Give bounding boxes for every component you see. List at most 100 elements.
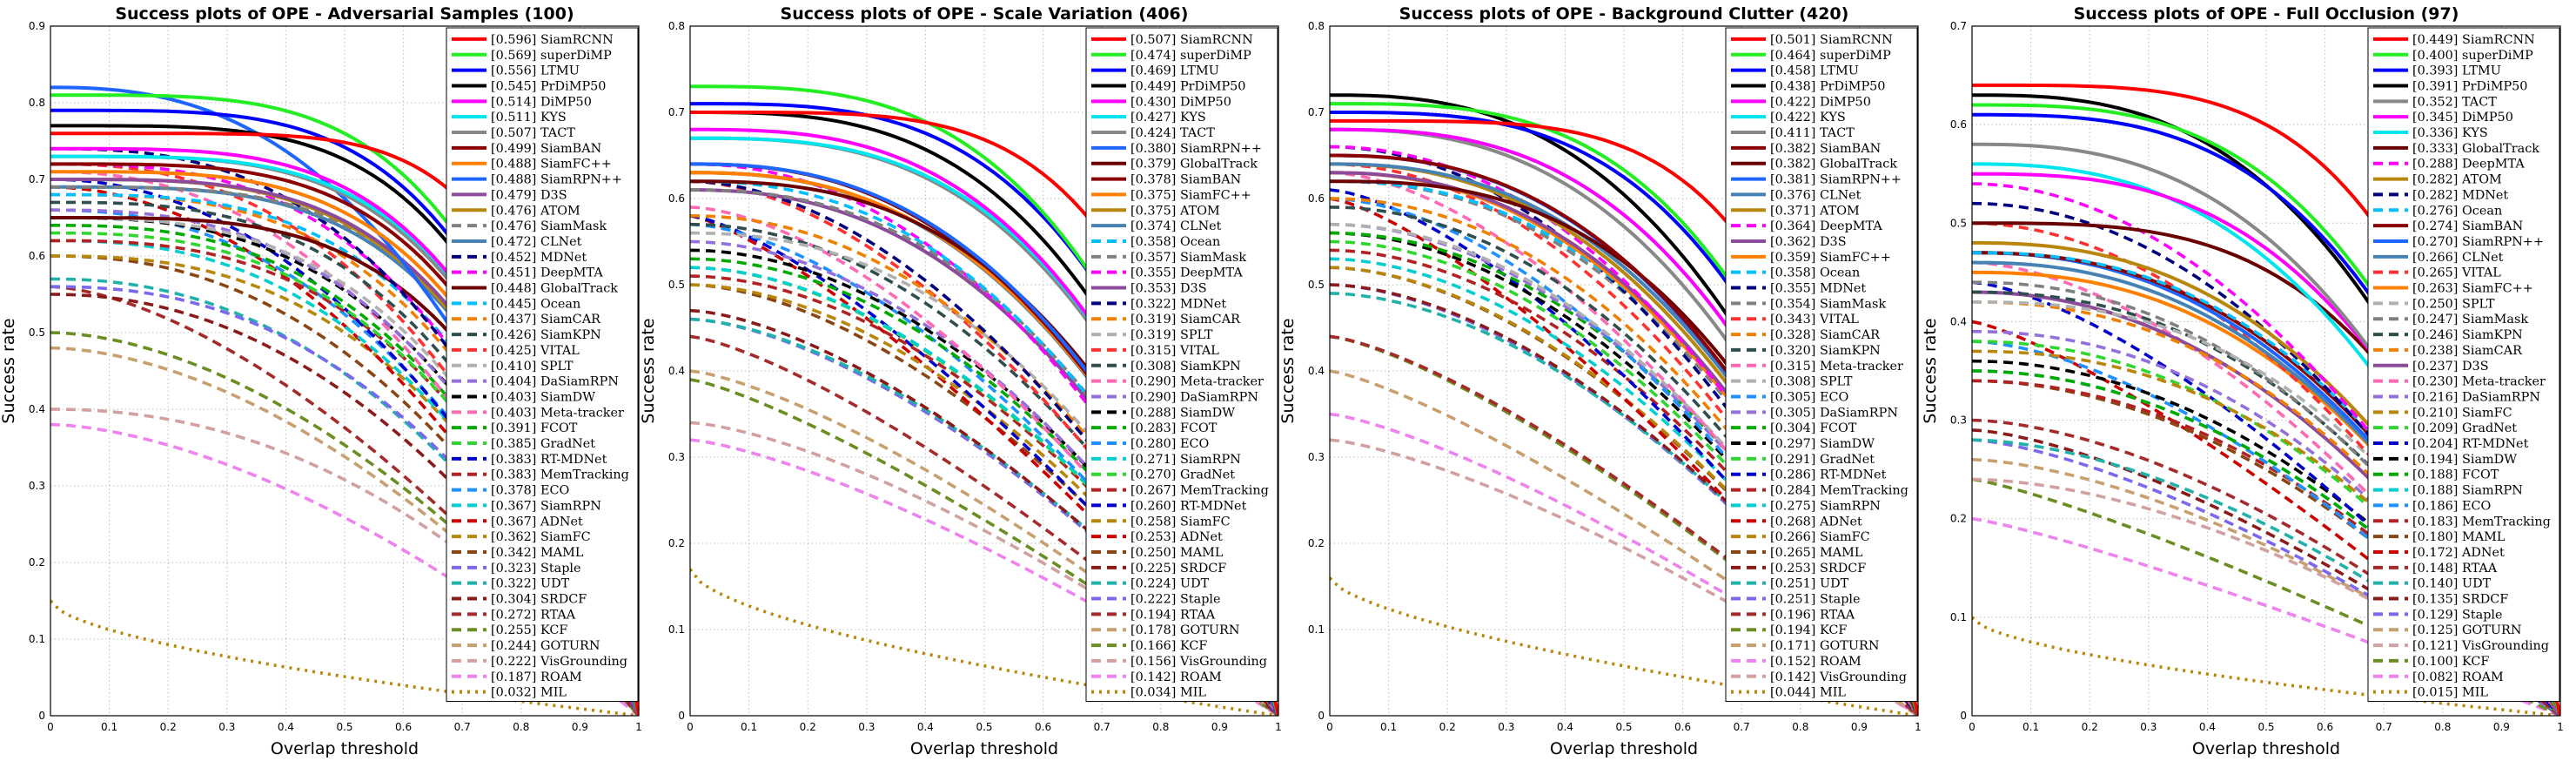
legend-entry: [0.148] RTAA <box>2412 562 2498 576</box>
legend-entry: [0.044] MIL <box>1770 686 1846 700</box>
legend-entry: [0.383] RT-MDNet <box>491 453 607 467</box>
legend-entry: [0.194] KCF <box>1770 623 1847 637</box>
legend-entry: [0.358] Ocean <box>1130 235 1220 249</box>
legend-entry: [0.357] SiamMask <box>1130 251 1246 265</box>
legend-entry: [0.507] TACT <box>491 126 575 140</box>
legend-entry: [0.464] superDiMP <box>1770 49 1891 63</box>
legend-entry: [0.556] LTMU <box>491 64 580 78</box>
legend-entry: [0.403] Meta-tracker <box>491 406 624 420</box>
curve-roam <box>50 422 639 716</box>
x-tick-label: 0 <box>1969 721 1976 733</box>
legend-entry: [0.237] D3S <box>2412 360 2489 374</box>
legend-entry: [0.424] TACT <box>1130 126 1215 140</box>
legend-entry: [0.458] LTMU <box>1770 64 1859 78</box>
legend-entry: [0.253] SRDCF <box>1770 562 1866 576</box>
x-tick-label: 0.4 <box>278 721 294 733</box>
legend-entry: [0.411] TACT <box>1770 126 1855 140</box>
x-tick-label: 0.1 <box>101 721 117 733</box>
x-tick-label: 1 <box>2557 721 2564 733</box>
curve-mil <box>50 599 639 716</box>
legend-entry: [0.265] MAML <box>1770 546 1863 560</box>
legend-entry: [0.514] DiMP50 <box>491 95 592 109</box>
y-tick-label: 0.1 <box>29 633 45 645</box>
curve-goturn <box>690 369 1278 716</box>
y-tick-label: 0.3 <box>668 451 685 463</box>
curve-mdnet <box>690 179 1278 716</box>
legend-entry: [0.180] MAML <box>2412 530 2506 544</box>
plot-frame <box>689 25 1279 717</box>
legend-entry: [0.166] KCF <box>1130 639 1207 653</box>
legend-entry: [0.291] GradNet <box>1770 453 1875 467</box>
legend-entry: [0.268] ADNet <box>1770 515 1862 529</box>
legend-entry: [0.449] SiamRCNN <box>2412 33 2535 47</box>
y-tick-label: 0.3 <box>1308 451 1325 463</box>
legend-entry: [0.422] DiMP50 <box>1770 95 1871 109</box>
legend-box <box>1725 27 1918 703</box>
legend-entry: [0.391] PrDiMP50 <box>2412 79 2527 93</box>
legend-entry: [0.476] ATOM <box>491 204 580 218</box>
x-tick-label: 0.8 <box>1152 721 1169 733</box>
y-tick-label: 0.7 <box>29 173 45 185</box>
legend-entry: [0.225] SRDCF <box>1130 562 1226 576</box>
x-tick-label: 0.3 <box>218 721 235 733</box>
y-tick-label: 0.1 <box>1308 623 1325 636</box>
curve-siamfc <box>690 283 1278 716</box>
x-tick-label: 0.2 <box>800 721 816 733</box>
legend-entry: [0.545] PrDiMP50 <box>491 79 606 93</box>
legend-entry: [0.422] KYS <box>1770 111 1846 125</box>
legend-entry: [0.376] CLNet <box>1770 188 1862 202</box>
legend-entry: [0.476] SiamMask <box>491 219 607 233</box>
legend-entry: [0.322] UDT <box>491 577 570 591</box>
y-tick-label: 0.8 <box>668 20 685 32</box>
curve-fcot <box>690 257 1278 716</box>
curve-deepmta <box>1972 182 2560 716</box>
y-tick-label: 0.1 <box>1950 611 1967 623</box>
legend-entry: [0.230] Meta-tracker <box>2412 375 2546 389</box>
legend-entry: [0.445] Ocean <box>491 297 580 311</box>
legend-entry: [0.380] SiamRPN++ <box>1130 142 1262 156</box>
y-tick-label: 0.4 <box>1950 315 1967 327</box>
legend-entry: [0.342] MAML <box>491 546 584 560</box>
x-tick-label: 0.2 <box>2082 721 2098 733</box>
legend-box <box>1085 27 1278 703</box>
legend: [0.501] SiamRCNN [0.464] superDiMP[0.458]… <box>1725 27 1918 703</box>
legend-entry: [0.352] TACT <box>2412 95 2497 109</box>
x-tick-label: 0.4 <box>2199 721 2216 733</box>
legend-entry: [0.194] RTAA <box>1130 608 1216 622</box>
legend-entry: [0.410] SPLT <box>491 360 574 374</box>
legend-entry: [0.142] VisGrounding <box>1770 670 1907 684</box>
legend-entry: [0.319] SPLT <box>1130 328 1213 342</box>
x-tick-label: 0.1 <box>741 721 757 733</box>
chart-title: Success plots of OPE - Adversarial Sampl… <box>115 4 574 24</box>
x-tick-label: 0.5 <box>1615 721 1632 733</box>
curve-kcf <box>1330 334 1918 716</box>
x-axis-label: Overlap threshold <box>271 739 419 758</box>
legend-entry: [0.152] ROAM <box>1770 655 1862 669</box>
legend-entry: [0.224] UDT <box>1130 577 1210 591</box>
legend-entry: [0.304] SRDCF <box>491 593 587 607</box>
curve-mil <box>690 568 1278 716</box>
x-tick-label: 0.2 <box>160 721 177 733</box>
legend-entry: [0.322] MDNet <box>1130 297 1226 311</box>
legend-box <box>446 27 639 703</box>
y-tick-label: 0 <box>1318 710 1325 722</box>
legend-entry: [0.358] Ocean <box>1770 266 1860 280</box>
legend-entry: [0.178] GOTURN <box>1130 623 1239 637</box>
x-axis-label: Overlap threshold <box>910 739 1058 758</box>
legend: [0.449] SiamRCNN [0.400] superDiMP[0.393]… <box>2367 27 2560 703</box>
legend-entry: [0.336] KYS <box>2412 126 2488 140</box>
legend-entry: [0.305] ECO <box>1770 390 1848 404</box>
y-tick-label: 0.7 <box>668 106 685 118</box>
curve-siamrpn <box>1330 257 1918 716</box>
legend-entry: [0.403] SiamDW <box>491 390 595 404</box>
x-tick-label: 0.8 <box>2434 721 2451 733</box>
x-tick-label: 0.6 <box>1674 721 1691 733</box>
y-tick-label: 0.5 <box>668 279 685 291</box>
chart-panel-3: Success plots of OPE - Background Clutte… <box>1278 4 1922 758</box>
legend-entry: [0.251] UDT <box>1770 577 1849 591</box>
x-axis-label: Overlap threshold <box>2192 739 2340 758</box>
y-tick-label: 0.7 <box>1950 20 1967 32</box>
legend-entry: [0.596] SiamRCNN <box>491 33 614 47</box>
curve-kcf <box>50 331 639 716</box>
